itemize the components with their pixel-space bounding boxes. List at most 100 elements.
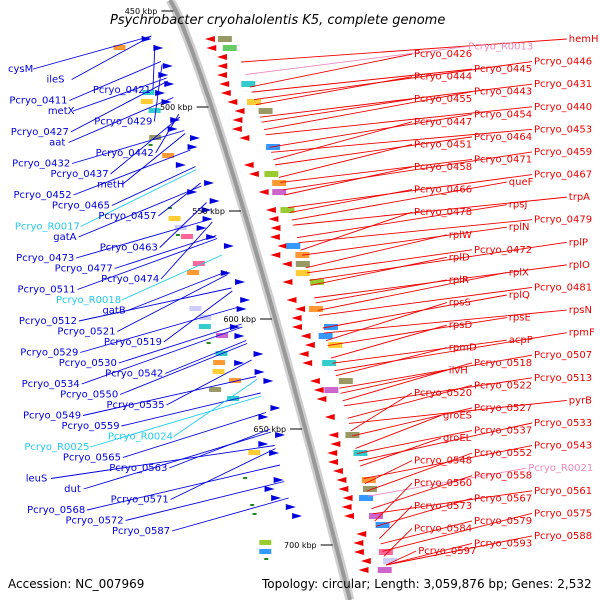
left-feature-label[interactable]: dut: [64, 484, 81, 495]
right-feature-label[interactable]: Pcryo_0467: [534, 170, 592, 181]
left-feature-label[interactable]: Pcryo_0519: [104, 337, 162, 348]
right-feature-label[interactable]: rpsE: [509, 313, 531, 324]
right-feature-label[interactable]: rplQ: [509, 290, 530, 301]
right-feature-label[interactable]: Pcryo_0472: [474, 245, 532, 256]
right-feature-label[interactable]: Pcryo_0444: [414, 72, 472, 83]
right-feature-label[interactable]: Pcryo_0561: [534, 486, 592, 497]
right-feature-label[interactable]: Pcryo_0458: [414, 162, 472, 173]
left-feature-label[interactable]: Pcryo_0530: [59, 358, 117, 369]
right-feature-label[interactable]: Pcryo_0575: [534, 508, 592, 519]
left-feature-label[interactable]: Pcryo_0529: [20, 348, 78, 359]
right-feature-label[interactable]: rpmD: [449, 343, 477, 354]
right-feature-label[interactable]: Pcryo_0451: [414, 139, 472, 150]
left-feature-label[interactable]: Pcryo_0549: [23, 411, 81, 422]
left-feature-label[interactable]: Pcryo_0512: [19, 316, 77, 327]
right-feature-label[interactable]: rplR: [449, 275, 469, 286]
right-feature-label[interactable]: Pcryo_0481: [534, 282, 592, 293]
right-feature-label[interactable]: Pcryo_0445: [474, 64, 532, 75]
left-feature-label[interactable]: Pcryo_0411: [9, 96, 67, 107]
right-feature-label[interactable]: pyrB: [569, 395, 592, 406]
left-feature-label[interactable]: Pcryo_R0018: [56, 295, 121, 306]
right-feature-label[interactable]: Pcryo_0455: [414, 94, 472, 105]
right-feature-label[interactable]: Pcryo_0520: [414, 388, 472, 399]
right-feature-label[interactable]: Pcryo_0588: [534, 531, 592, 542]
left-feature-label[interactable]: Pcryo_0465: [52, 201, 110, 212]
left-feature-label[interactable]: gatA: [53, 232, 76, 243]
right-feature-label[interactable]: rplX: [509, 267, 529, 278]
left-feature-label[interactable]: Pcryo_R0025: [24, 442, 89, 453]
right-feature-label[interactable]: rpsN: [569, 305, 592, 316]
right-feature-label[interactable]: rplD: [449, 252, 470, 263]
right-feature-label[interactable]: Pcryo_0447: [414, 117, 472, 128]
right-feature-label[interactable]: trpA: [569, 192, 590, 203]
left-feature-label[interactable]: Pcryo_0463: [100, 243, 158, 254]
left-feature-label[interactable]: Pcryo_0477: [55, 264, 113, 275]
right-feature-label[interactable]: Pcryo_0558: [474, 471, 532, 482]
right-feature-label[interactable]: Pcryo_0478: [414, 207, 472, 218]
right-feature-label[interactable]: rplO: [569, 260, 590, 271]
right-feature-label[interactable]: Pcryo_0543: [534, 441, 592, 452]
right-feature-label[interactable]: rplP: [569, 237, 588, 248]
left-feature-label[interactable]: Pcryo_0474: [101, 274, 159, 285]
right-feature-label[interactable]: ilvH: [449, 365, 468, 376]
right-feature-label[interactable]: groEL: [443, 433, 472, 444]
right-feature-label[interactable]: Pcryo_0537: [474, 426, 532, 437]
left-feature-label[interactable]: Pcryo_0563: [109, 463, 167, 474]
left-feature-label[interactable]: Pcryo_R0024: [108, 432, 173, 443]
left-feature-label[interactable]: Pcryo_0452: [13, 190, 71, 201]
right-feature-label[interactable]: acpP: [509, 335, 533, 346]
right-feature-label[interactable]: Pcryo_0479: [534, 215, 592, 226]
right-feature-label[interactable]: Pcryo_0426: [414, 49, 472, 60]
left-feature-label[interactable]: Pcryo_0521: [57, 327, 115, 338]
right-feature-label[interactable]: rpsD: [449, 320, 473, 331]
left-feature-label[interactable]: Pcryo_0437: [51, 169, 109, 180]
right-feature-label[interactable]: Pcryo_0579: [474, 516, 532, 527]
left-feature-label[interactable]: Pcryo_0442: [96, 148, 154, 159]
right-feature-label[interactable]: queF: [509, 177, 534, 188]
right-feature-label[interactable]: Pcryo_0443: [474, 87, 532, 98]
right-feature-label[interactable]: Pcryo_0593: [474, 538, 532, 549]
right-feature-label[interactable]: Pcryo_R0021: [528, 463, 593, 474]
right-feature-label[interactable]: Pcryo_0518: [474, 358, 532, 369]
right-feature-label[interactable]: Pcryo_0548: [414, 456, 472, 467]
left-feature-label[interactable]: metH: [97, 180, 124, 191]
right-feature-label[interactable]: Pcryo_0466: [414, 185, 472, 196]
left-feature-label[interactable]: ileS: [46, 75, 64, 86]
right-feature-label[interactable]: rpsS: [449, 298, 471, 309]
left-feature-label[interactable]: Pcryo_0429: [94, 117, 152, 128]
left-feature-label[interactable]: Pcryo_0457: [98, 211, 156, 222]
left-feature-label[interactable]: Pcryo_0421: [93, 85, 151, 96]
left-feature-label[interactable]: Pcryo_0571: [111, 495, 169, 506]
right-feature-label[interactable]: Pcryo_0471: [474, 154, 532, 165]
right-feature-label[interactable]: Pcryo_0567: [474, 493, 532, 504]
right-feature-label[interactable]: rplW: [449, 230, 472, 241]
left-feature-label[interactable]: Pcryo_0572: [66, 516, 124, 527]
right-feature-label[interactable]: Pcryo_0459: [534, 147, 592, 158]
left-feature-label[interactable]: Pcryo_R0017: [15, 222, 80, 233]
right-feature-label[interactable]: Pcryo_0440: [534, 102, 592, 113]
right-feature-label[interactable]: Pcryo_0464: [474, 132, 532, 143]
right-feature-label[interactable]: Pcryo_0453: [534, 124, 592, 135]
right-feature-label[interactable]: Pcryo_0584: [414, 523, 472, 534]
left-feature-label[interactable]: Pcryo_0535: [107, 400, 165, 411]
right-feature-label[interactable]: rplN: [509, 222, 530, 233]
right-feature-label[interactable]: Pcryo_0552: [474, 448, 532, 459]
right-feature-label[interactable]: Pcryo_0533: [534, 418, 592, 429]
right-feature-label[interactable]: Pcryo_R0013: [468, 42, 533, 53]
left-feature-label[interactable]: Pcryo_0559: [61, 421, 119, 432]
left-feature-label[interactable]: gatB: [102, 306, 125, 317]
right-feature-label[interactable]: Pcryo_0431: [534, 79, 592, 90]
left-feature-label[interactable]: Pcryo_0587: [112, 526, 170, 537]
right-feature-label[interactable]: Pcryo_0597: [418, 546, 476, 557]
left-feature-label[interactable]: Pcryo_0550: [60, 390, 118, 401]
right-feature-label[interactable]: Pcryo_0507: [534, 350, 592, 361]
right-feature-label[interactable]: Pcryo_0527: [474, 403, 532, 414]
left-feature-label[interactable]: aat: [49, 138, 65, 149]
right-feature-label[interactable]: rpsJ: [509, 200, 528, 211]
right-feature-label[interactable]: Pcryo_0573: [414, 501, 472, 512]
left-feature-label[interactable]: Pcryo_0542: [105, 369, 163, 380]
left-feature-label[interactable]: Pcryo_0568: [27, 505, 85, 516]
left-feature-label[interactable]: cysM: [8, 64, 33, 75]
right-feature-label[interactable]: groES: [443, 410, 472, 421]
left-feature-label[interactable]: Pcryo_0534: [22, 379, 80, 390]
